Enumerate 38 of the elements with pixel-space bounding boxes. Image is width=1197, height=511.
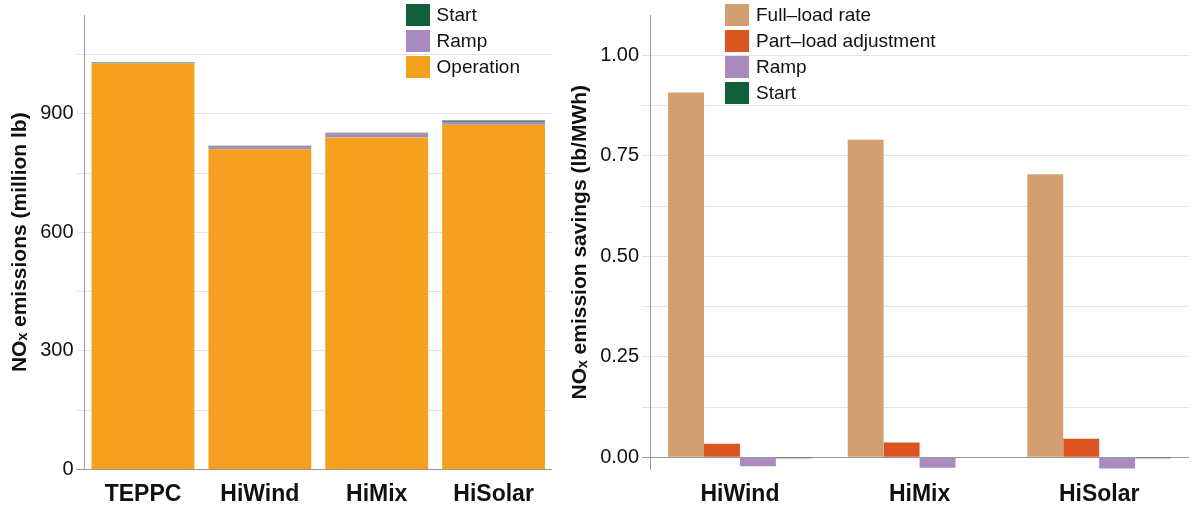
bar	[325, 137, 429, 469]
y-tick-label: 0.00	[600, 444, 640, 467]
legend-label: Part–load adjustment	[756, 29, 936, 53]
x-tick-label: HiWind	[700, 479, 780, 506]
y-tick-label: 0.50	[600, 243, 640, 266]
y-tick-label: 900	[40, 101, 74, 124]
x-tick-label: TEPPC	[104, 479, 182, 506]
x-tick-label: HiSolar	[1058, 479, 1140, 506]
bar	[91, 63, 195, 469]
bar	[1099, 457, 1136, 469]
y-tick-label: 300	[40, 338, 74, 361]
bar	[739, 457, 776, 467]
bar	[704, 443, 740, 457]
x-tick-label: HiMix	[346, 479, 408, 506]
x-tick-label: HiSolar	[453, 479, 534, 506]
legend-label: Ramp	[756, 55, 807, 79]
y-tick-label: 1.00	[600, 42, 640, 65]
bar	[847, 139, 884, 457]
legend-label: Full–load rate	[756, 3, 872, 27]
y-tick-label: 0.25	[600, 344, 640, 367]
y-axis-title: NOₓ emission savings (lb/MWh)	[567, 84, 591, 400]
y-tick-label: 600	[40, 219, 74, 242]
y-axis-title: NOₓ emissions (million lb)	[7, 112, 31, 373]
legend-label: Operation	[436, 55, 520, 79]
x-tick-label: HiMix	[888, 479, 951, 506]
y-tick-label: 0.75	[600, 143, 640, 166]
bar	[883, 442, 920, 457]
legend-label: Start	[756, 81, 797, 105]
y-tick-label: 0	[62, 456, 74, 479]
bar	[668, 92, 705, 457]
bar	[919, 457, 956, 468]
bar	[208, 149, 312, 469]
legend-label: Start	[436, 3, 477, 27]
bar	[442, 124, 545, 469]
bar	[1063, 438, 1100, 457]
x-tick-label: HiWind	[220, 479, 300, 506]
legend-label: Ramp	[436, 29, 488, 53]
bar	[1027, 174, 1064, 457]
